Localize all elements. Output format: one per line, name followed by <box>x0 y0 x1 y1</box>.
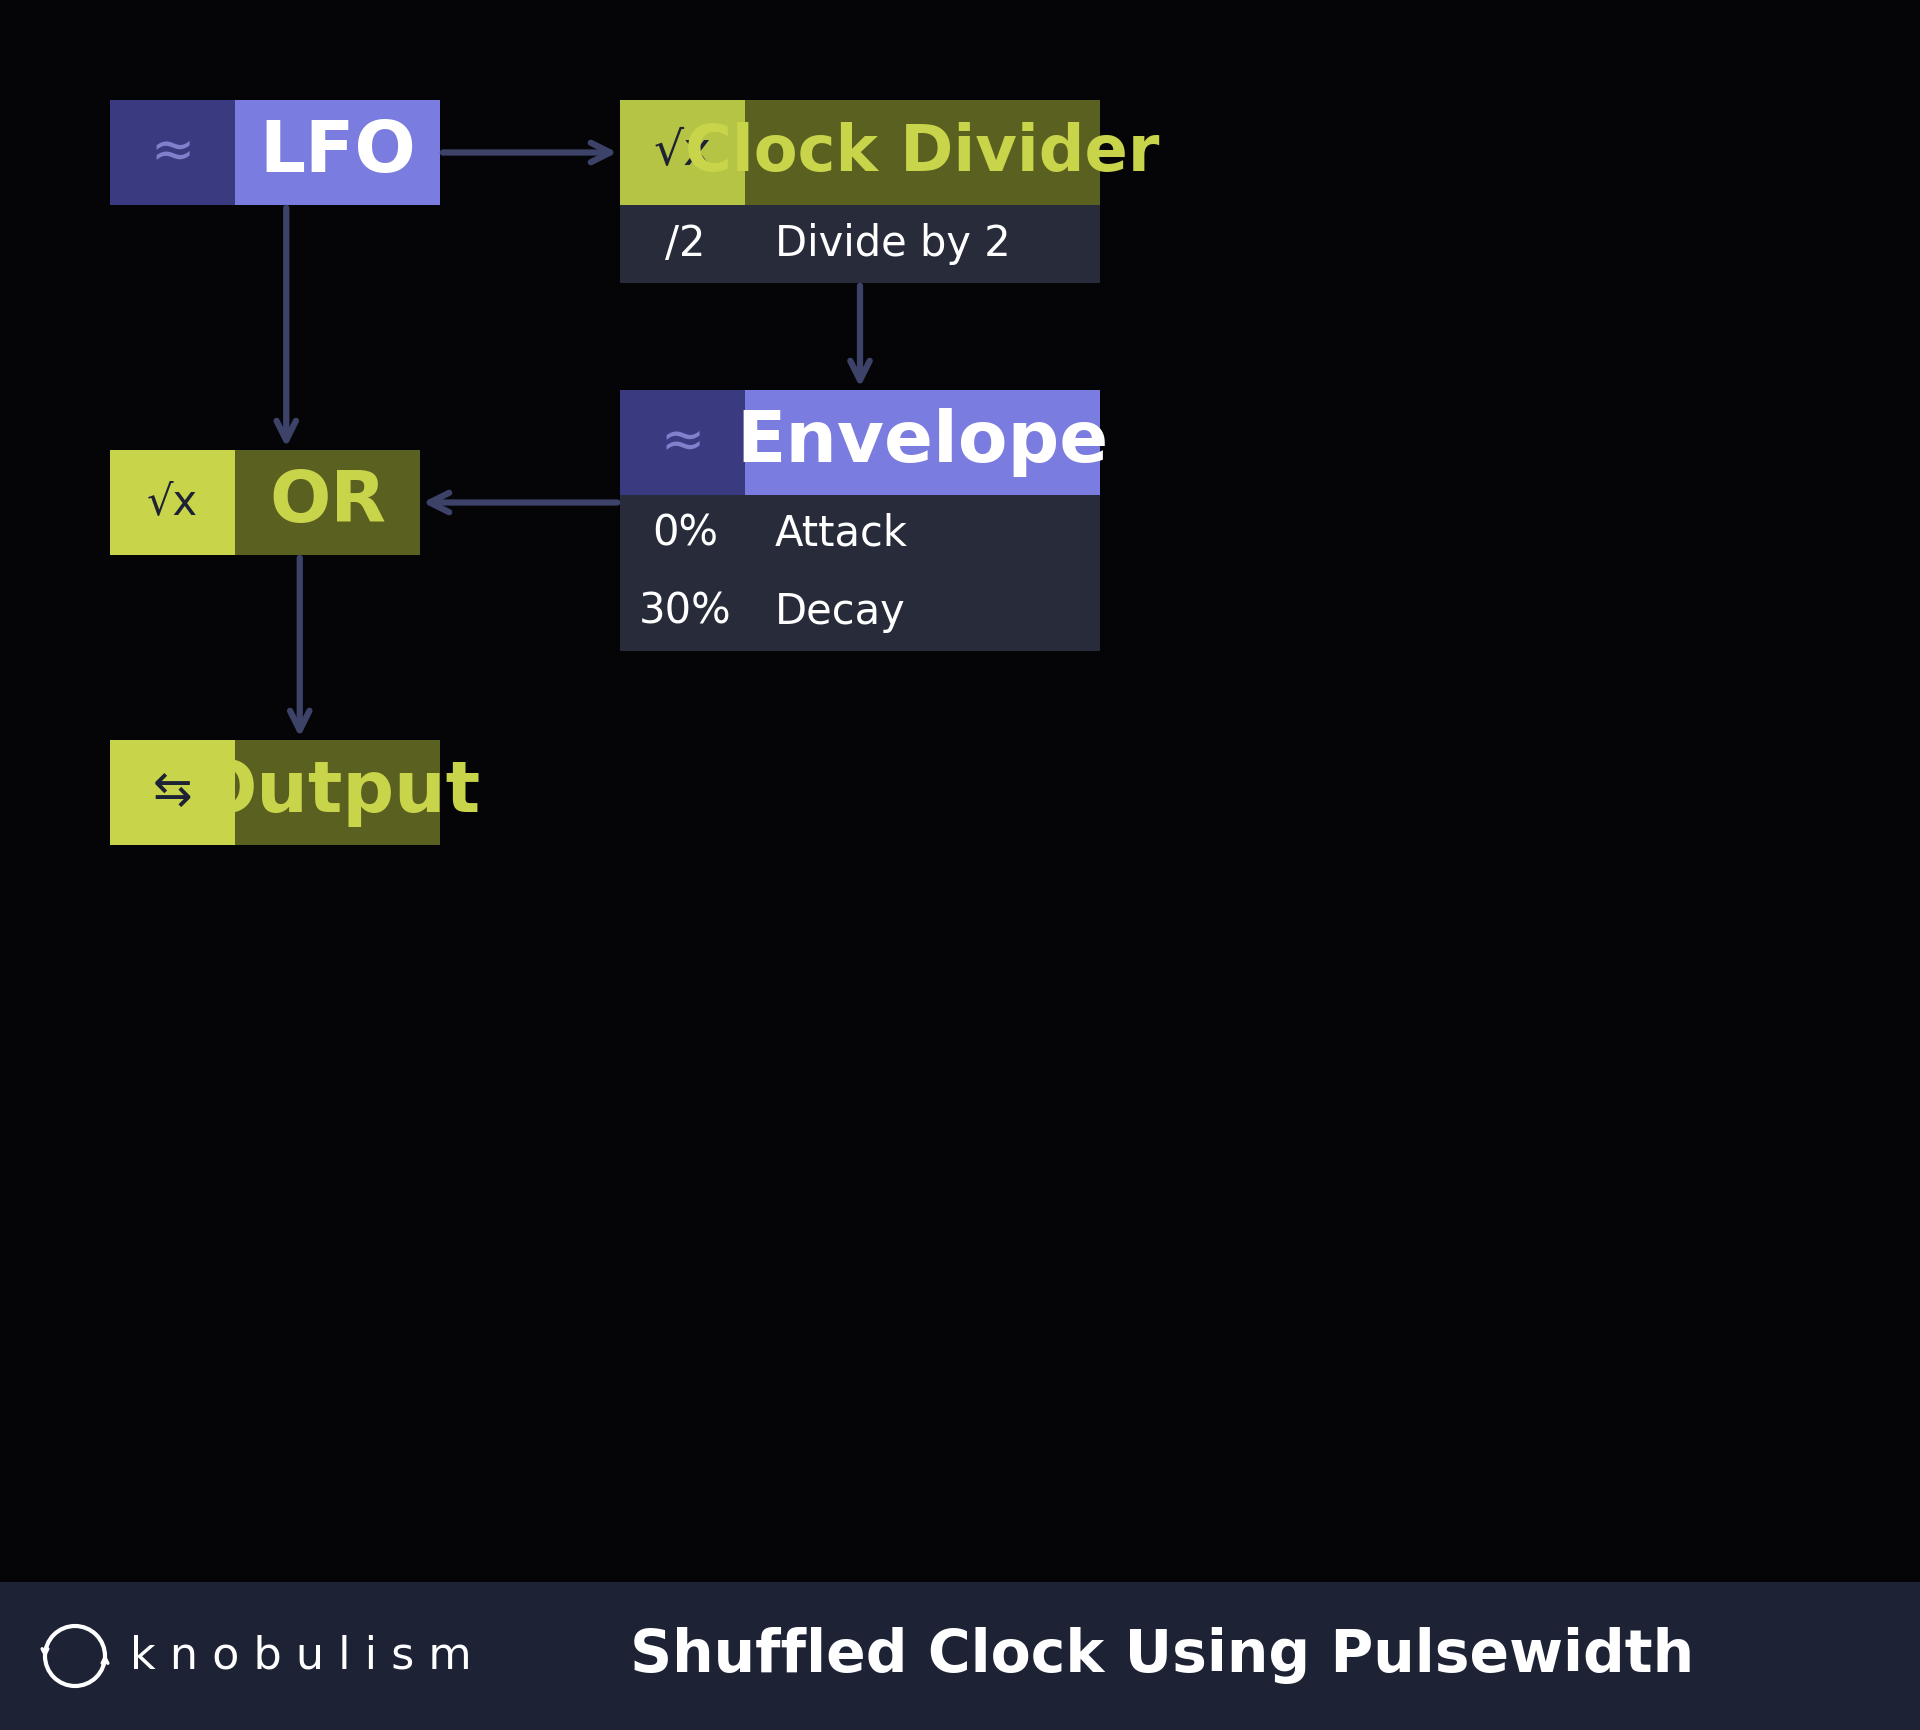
FancyBboxPatch shape <box>109 450 234 555</box>
FancyBboxPatch shape <box>620 389 745 495</box>
Text: ⇆: ⇆ <box>154 770 192 815</box>
FancyBboxPatch shape <box>234 100 440 204</box>
Text: ≈: ≈ <box>150 126 194 178</box>
FancyBboxPatch shape <box>0 1581 1920 1730</box>
FancyBboxPatch shape <box>745 100 1100 204</box>
FancyBboxPatch shape <box>620 573 1100 650</box>
Text: Output: Output <box>196 758 480 827</box>
FancyBboxPatch shape <box>234 450 420 555</box>
Text: LFO: LFO <box>259 118 417 187</box>
Text: ≈: ≈ <box>660 417 705 469</box>
Text: Envelope: Envelope <box>737 408 1108 477</box>
FancyBboxPatch shape <box>109 740 234 844</box>
Text: /2: /2 <box>664 223 705 265</box>
FancyBboxPatch shape <box>109 100 234 204</box>
Text: Shuffled Clock Using Pulsewidth: Shuffled Clock Using Pulsewidth <box>630 1628 1693 1685</box>
Text: k n o b u l i s m: k n o b u l i s m <box>131 1635 472 1678</box>
Text: Divide by 2: Divide by 2 <box>776 223 1010 265</box>
FancyBboxPatch shape <box>620 495 1100 573</box>
Text: Clock Divider: Clock Divider <box>685 121 1160 183</box>
FancyBboxPatch shape <box>745 389 1100 495</box>
Text: 0%: 0% <box>653 514 718 555</box>
Text: Decay: Decay <box>776 592 906 633</box>
FancyBboxPatch shape <box>234 740 440 844</box>
Text: √x: √x <box>148 481 198 524</box>
FancyBboxPatch shape <box>620 204 1100 284</box>
Text: OR: OR <box>269 469 386 536</box>
Text: Attack: Attack <box>776 514 908 555</box>
Text: 30%: 30% <box>639 592 732 633</box>
FancyBboxPatch shape <box>620 100 745 204</box>
Text: √x: √x <box>653 130 712 175</box>
